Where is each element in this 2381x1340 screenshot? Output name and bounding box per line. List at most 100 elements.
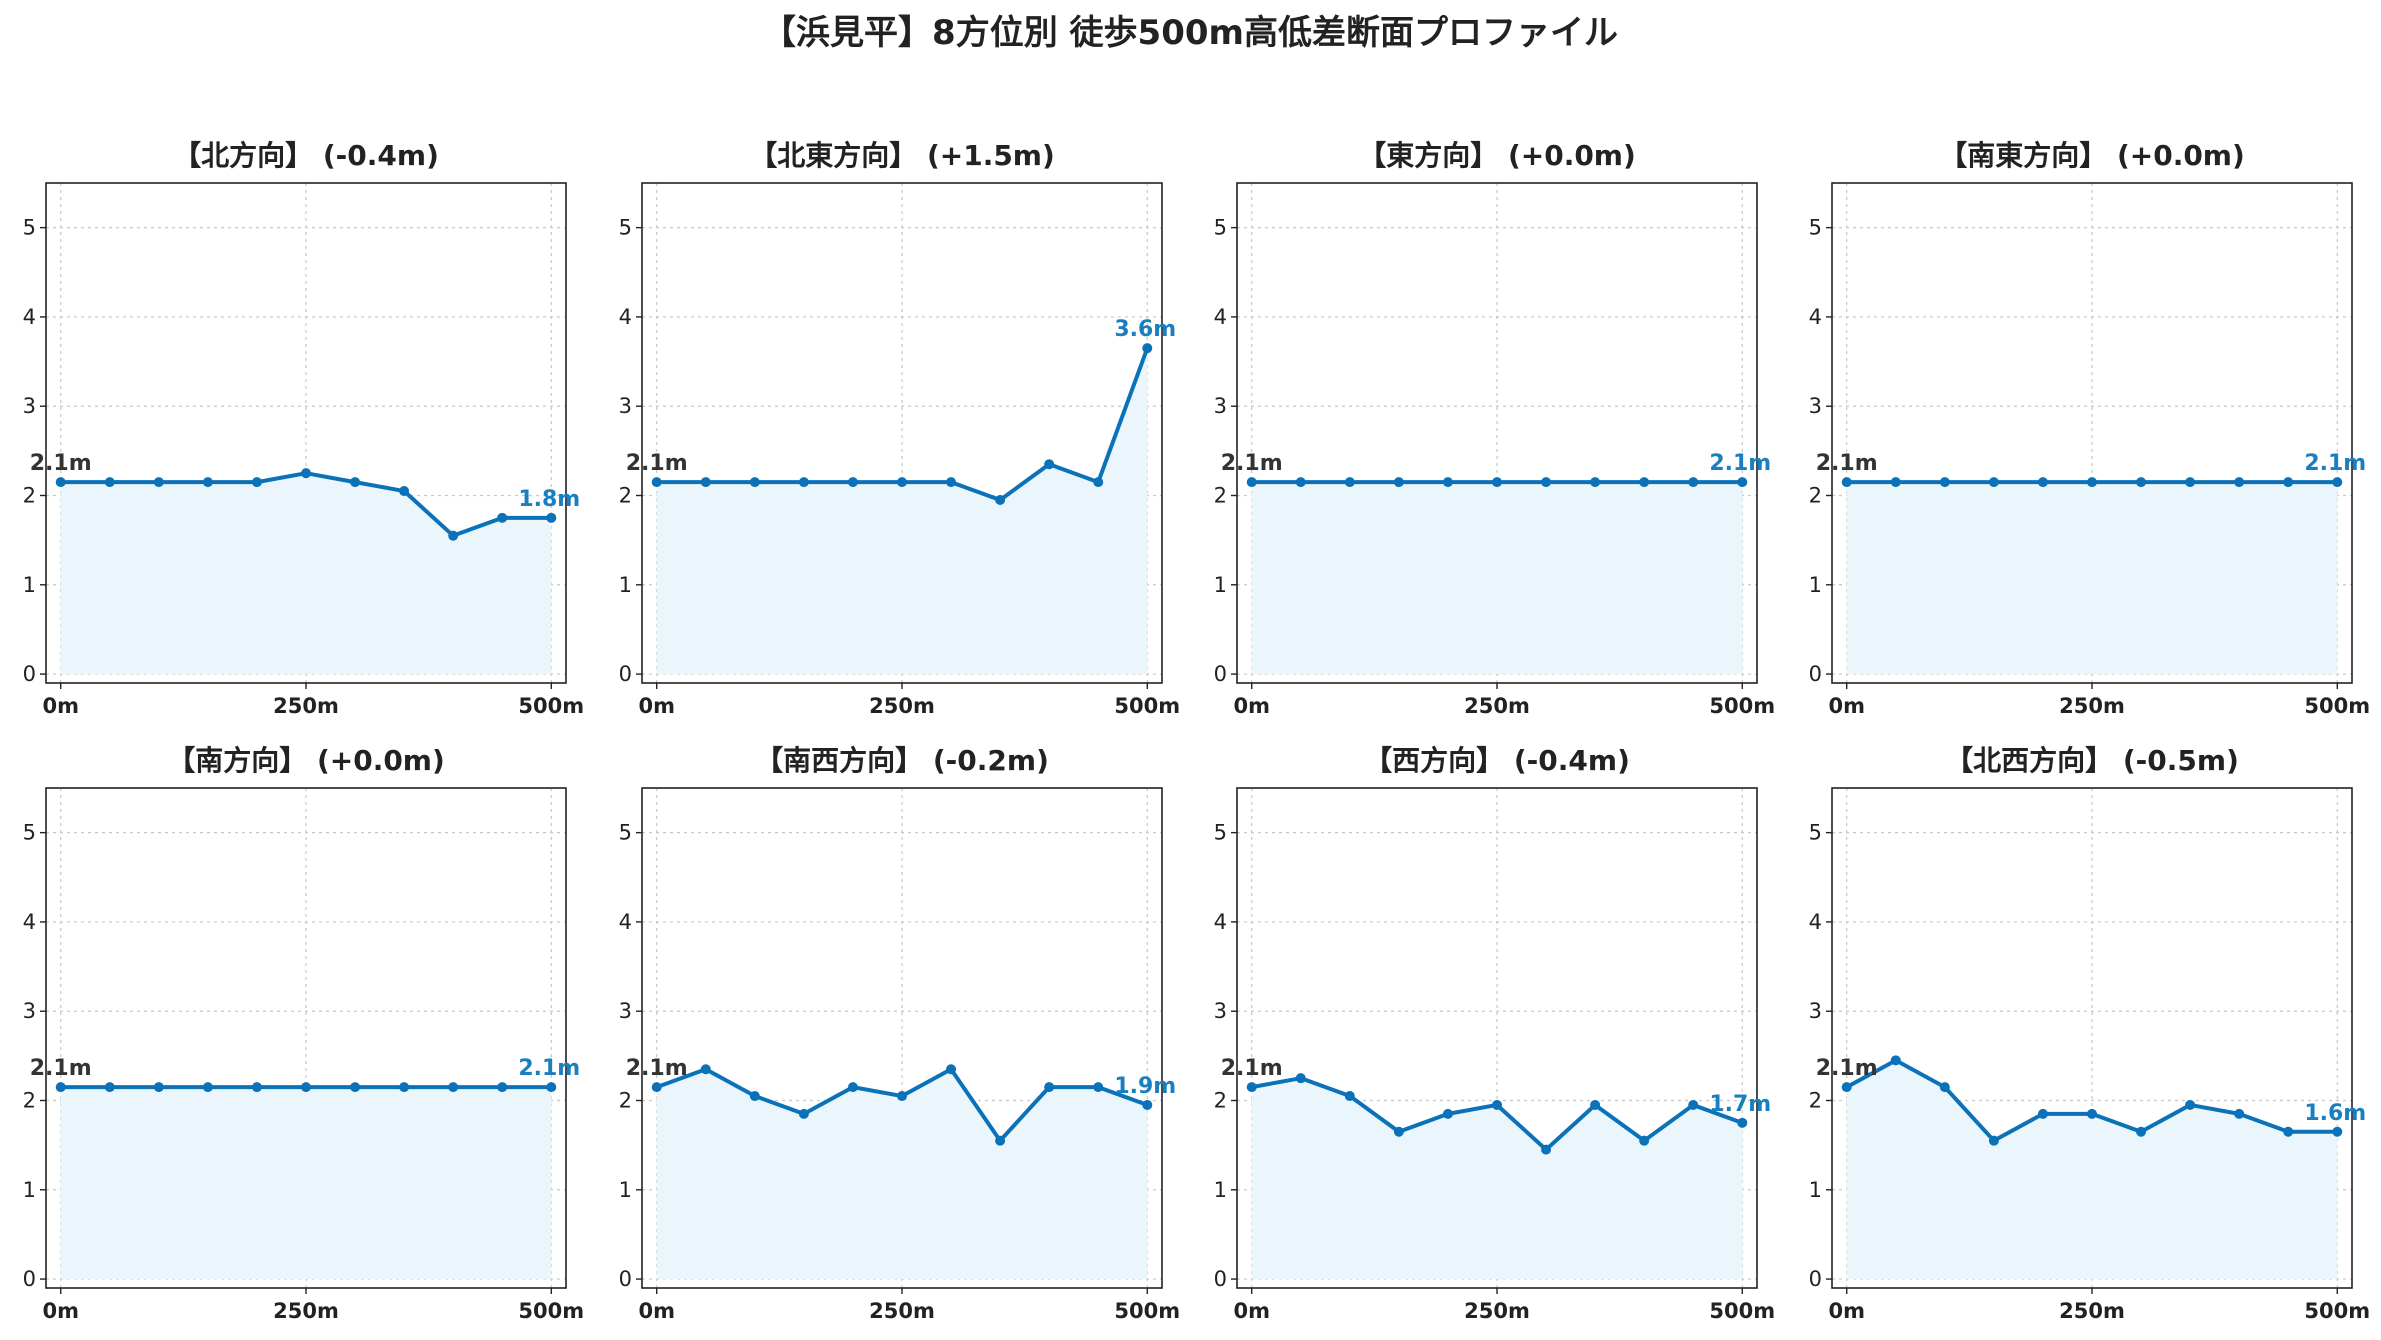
data-point	[2332, 1126, 2343, 1137]
elevation-area	[1251, 482, 1743, 675]
data-point	[1044, 1082, 1055, 1093]
data-point	[1988, 1135, 1999, 1146]
y-tick-label: 1	[1809, 573, 1822, 597]
data-point	[700, 1064, 711, 1075]
data-point	[1142, 343, 1153, 354]
data-point	[1988, 477, 1999, 488]
data-point	[2234, 1108, 2245, 1119]
data-point	[2185, 1099, 2196, 1110]
y-tick-label: 1	[1809, 1178, 1822, 1202]
x-tick-label: 500m	[2304, 694, 2370, 718]
x-tick-label: 500m	[1114, 694, 1180, 718]
y-tick-label: 5	[1214, 821, 1227, 845]
data-point	[448, 1082, 459, 1093]
y-tick-label: 2	[1809, 484, 1822, 508]
y-tick-label: 2	[1214, 484, 1227, 508]
data-point	[1393, 1126, 1404, 1137]
y-tick-label: 0	[619, 1267, 632, 1291]
data-point	[1939, 477, 1950, 488]
elevation-area	[1846, 482, 2338, 675]
panel-1: 【北方向】 (-0.4m) 0 1 2 3 4 5 0m 250m 500m 2.1m 1.8m	[23, 139, 585, 718]
data-point	[2087, 1108, 2097, 1119]
data-point	[153, 1082, 164, 1093]
data-point	[1393, 477, 1404, 488]
y-tick-label: 4	[1214, 910, 1227, 934]
y-tick-label: 4	[23, 910, 36, 934]
elevation-area	[60, 1087, 552, 1280]
y-tick-label: 1	[1214, 1178, 1227, 1202]
data-point	[1737, 477, 1748, 488]
y-tick-label: 0	[619, 662, 632, 686]
data-point	[651, 1082, 662, 1093]
panel-title: 【北方向】 (-0.4m)	[173, 139, 439, 172]
panel-7: 【西方向】 (-0.4m) 0 1 2 3 4 5 0m 250m 500m 2.1m 1.7m	[1214, 744, 1776, 1323]
data-point	[350, 477, 361, 488]
y-tick-label: 3	[1809, 999, 1822, 1023]
x-tick-label: 500m	[1709, 1299, 1775, 1323]
data-point	[1442, 1108, 1453, 1119]
end-elevation-label: 3.6m	[1114, 317, 1176, 342]
data-point	[1841, 1082, 1852, 1093]
panel-4: 【南東方向】 (+0.0m) 0 1 2 3 4 5 0m 250m 500m 2.1m 2.1m	[1809, 139, 2371, 718]
data-point	[1939, 1082, 1950, 1093]
data-point	[497, 1082, 508, 1093]
panel-title: 【南東方向】 (+0.0m)	[1939, 139, 2245, 172]
y-tick-label: 0	[1809, 662, 1822, 686]
y-tick-label: 2	[619, 484, 632, 508]
y-tick-label: 3	[1214, 999, 1227, 1023]
start-elevation-label: 2.1m	[1816, 1056, 1878, 1081]
data-point	[546, 512, 557, 523]
data-point	[1295, 477, 1306, 488]
end-elevation-label: 2.1m	[1709, 451, 1771, 476]
data-point	[1639, 1135, 1650, 1146]
y-tick-label: 2	[23, 484, 36, 508]
x-tick-label: 0m	[1233, 694, 1270, 718]
y-tick-label: 4	[619, 910, 632, 934]
panel-8: 【北西方向】 (-0.5m) 0 1 2 3 4 5 0m 250m 500m 2.1m 1.6m	[1809, 744, 2371, 1323]
data-point	[1295, 1073, 1306, 1084]
data-point	[202, 1082, 213, 1093]
data-point	[202, 477, 213, 488]
x-tick-label: 250m	[2059, 694, 2125, 718]
data-point	[399, 1082, 410, 1093]
data-point	[1093, 1082, 1104, 1093]
data-point	[798, 1108, 809, 1119]
data-point	[153, 477, 164, 488]
panel-6: 【南西方向】 (-0.2m) 0 1 2 3 4 5 0m 250m 500m 2.1m 1.9m	[619, 744, 1181, 1323]
data-point	[399, 486, 410, 497]
data-point	[301, 1082, 311, 1093]
y-tick-label: 5	[23, 821, 36, 845]
x-tick-label: 250m	[869, 1299, 935, 1323]
y-tick-label: 5	[23, 216, 36, 240]
data-point	[1492, 477, 1502, 488]
data-point	[2283, 1126, 2294, 1137]
y-tick-label: 0	[23, 662, 36, 686]
data-point	[1344, 477, 1355, 488]
y-tick-label: 4	[1809, 305, 1822, 329]
data-point	[2136, 477, 2147, 488]
data-point	[749, 1091, 760, 1102]
y-tick-label: 2	[1214, 1089, 1227, 1113]
y-tick-label: 5	[1214, 216, 1227, 240]
y-tick-label: 5	[1809, 821, 1822, 845]
data-point	[946, 477, 957, 488]
x-tick-label: 0m	[1828, 1299, 1865, 1323]
data-point	[995, 1135, 1006, 1146]
panel-title: 【北西方向】 (-0.5m)	[1945, 744, 2239, 777]
data-point	[104, 477, 115, 488]
start-elevation-label: 2.1m	[1221, 1056, 1283, 1081]
data-point	[251, 1082, 262, 1093]
x-tick-label: 0m	[1828, 694, 1865, 718]
data-point	[847, 477, 858, 488]
y-tick-label: 1	[23, 1178, 36, 1202]
y-tick-label: 0	[1809, 1267, 1822, 1291]
elevation-area	[656, 348, 1148, 675]
x-tick-label: 250m	[273, 1299, 339, 1323]
panel-title: 【北東方向】 (+1.5m)	[749, 139, 1055, 172]
y-tick-label: 0	[1214, 662, 1227, 686]
x-tick-label: 250m	[2059, 1299, 2125, 1323]
y-tick-label: 1	[1214, 573, 1227, 597]
elevation-area	[60, 473, 552, 675]
end-elevation-label: 2.1m	[2304, 451, 2366, 476]
